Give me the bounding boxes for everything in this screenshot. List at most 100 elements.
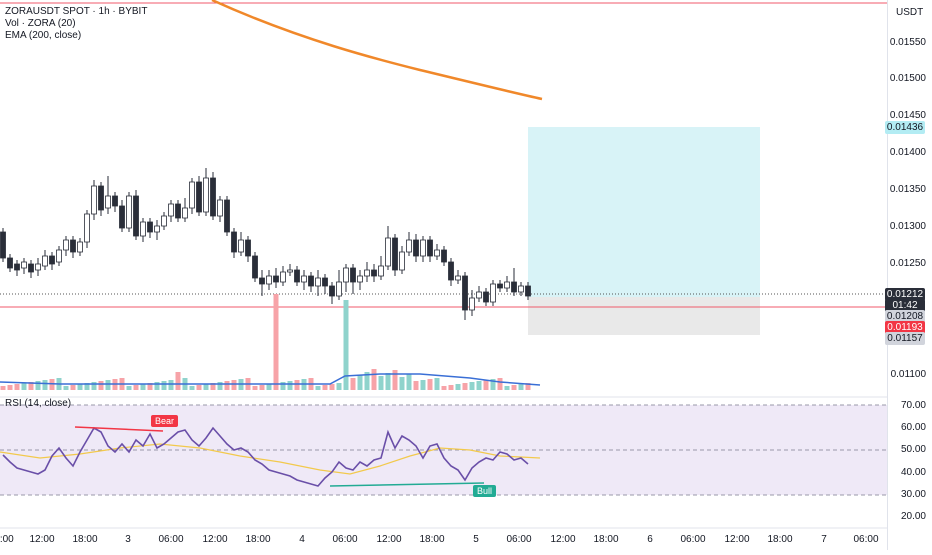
candle-body — [315, 277, 321, 287]
volume-bar — [126, 386, 132, 390]
candle-body — [525, 285, 531, 297]
volume-bar — [294, 380, 300, 390]
candle-body — [70, 239, 76, 253]
volume-bar — [91, 382, 97, 390]
price-tick: 0.01350 — [889, 184, 926, 195]
volume-bar — [357, 375, 363, 390]
volume-bar — [0, 386, 6, 390]
candle-body — [336, 281, 342, 297]
volume-bar — [343, 300, 349, 390]
volume-bar — [168, 380, 174, 390]
ema-legend[interactable]: EMA (200, close) — [5, 30, 82, 41]
entry-price-tag: 0.01208 — [885, 310, 925, 323]
long-position-stop-zone — [528, 297, 760, 335]
candle-body — [273, 275, 279, 283]
candle-body — [140, 221, 146, 237]
volume-bar — [280, 382, 286, 390]
volume-bar — [42, 380, 48, 390]
volume-bar — [364, 372, 370, 390]
volume-bar — [28, 382, 34, 390]
candle-body — [420, 239, 426, 257]
red-line-price-tag: 0.01193 — [885, 321, 925, 334]
candle-body — [217, 199, 223, 217]
candle-body — [112, 195, 118, 207]
time-tick: 18:00 — [72, 534, 98, 545]
candle-body — [476, 291, 482, 299]
rsi-tick: 50.00 — [900, 444, 926, 455]
bull-divergence-badge: Bull — [473, 485, 497, 497]
candle-body — [518, 285, 524, 293]
rsi-tick: 70.00 — [900, 400, 926, 411]
candle-body — [294, 269, 300, 283]
volume-bar — [504, 386, 510, 390]
price-tick: 0.01400 — [889, 147, 926, 158]
symbol-legend[interactable]: ZORAUSDT SPOT · 1h · BYBIT — [5, 6, 148, 17]
volume-bar — [476, 381, 482, 390]
candle-body — [301, 275, 307, 283]
current-price-tag: 0.01212 — [885, 288, 925, 301]
candle-body — [364, 269, 370, 277]
candle-body — [280, 271, 286, 283]
currency-label[interactable]: USDT — [896, 7, 924, 18]
volume-bar — [175, 372, 181, 390]
volume-bars — [0, 294, 541, 390]
volume-bar — [287, 381, 293, 390]
candle-body — [105, 195, 111, 209]
candle-body — [455, 275, 461, 281]
candle-body — [91, 185, 97, 215]
price-axis-separator — [887, 0, 888, 550]
candle-body — [0, 231, 6, 259]
rsi-ma-line — [0, 443, 541, 475]
candle-body — [399, 251, 405, 271]
candle-body — [56, 249, 62, 263]
target-price-tag: 0.01436 — [885, 121, 925, 134]
rsi-legend[interactable]: RSI (14, close) — [5, 398, 72, 409]
volume-bar — [161, 381, 167, 390]
candle-body — [28, 263, 34, 273]
volume-bar — [322, 385, 328, 390]
volume-bar — [147, 383, 153, 390]
candle-body — [147, 221, 153, 233]
candle-body — [497, 283, 503, 289]
rsi-tick: 30.00 — [900, 489, 926, 500]
candle-body — [434, 249, 440, 257]
candle-body — [322, 277, 328, 287]
price-tick: 0.01100 — [890, 369, 926, 380]
candle-body — [287, 269, 293, 273]
candle-body — [133, 195, 139, 237]
candle-body — [175, 203, 181, 219]
candle-body — [413, 239, 419, 257]
time-tick: 18:00 — [767, 534, 793, 545]
candle-body — [245, 239, 251, 257]
volume-bar — [21, 383, 27, 390]
volume-legend[interactable]: Vol · ZORA (20) — [5, 18, 76, 29]
time-tick: 12:00 — [376, 534, 402, 545]
candle-body — [63, 239, 69, 251]
candle-body — [511, 281, 517, 293]
candle-body — [154, 225, 160, 233]
volume-bar — [420, 380, 426, 390]
candle-body — [231, 231, 237, 253]
candle-body — [371, 269, 377, 277]
volume-bar — [7, 385, 13, 390]
price-tick: 0.01500 — [889, 73, 926, 84]
candle-body — [210, 177, 216, 217]
volume-bar — [392, 370, 398, 390]
candle-body — [77, 241, 83, 253]
volume-bar — [49, 379, 55, 390]
time-tick: 12:00 — [724, 534, 750, 545]
candle-body — [406, 239, 412, 253]
candle-body — [203, 177, 209, 213]
candle-body — [378, 265, 384, 277]
volume-bar — [63, 386, 69, 390]
volume-bar — [378, 376, 384, 390]
volume-bar — [427, 379, 433, 390]
time-tick: 6 — [647, 534, 653, 545]
long-position-target-zone — [528, 127, 760, 297]
volume-bar — [189, 386, 195, 390]
time-tick: 12:00 — [550, 534, 576, 545]
volume-bar — [14, 384, 20, 390]
candle-body — [238, 239, 244, 253]
